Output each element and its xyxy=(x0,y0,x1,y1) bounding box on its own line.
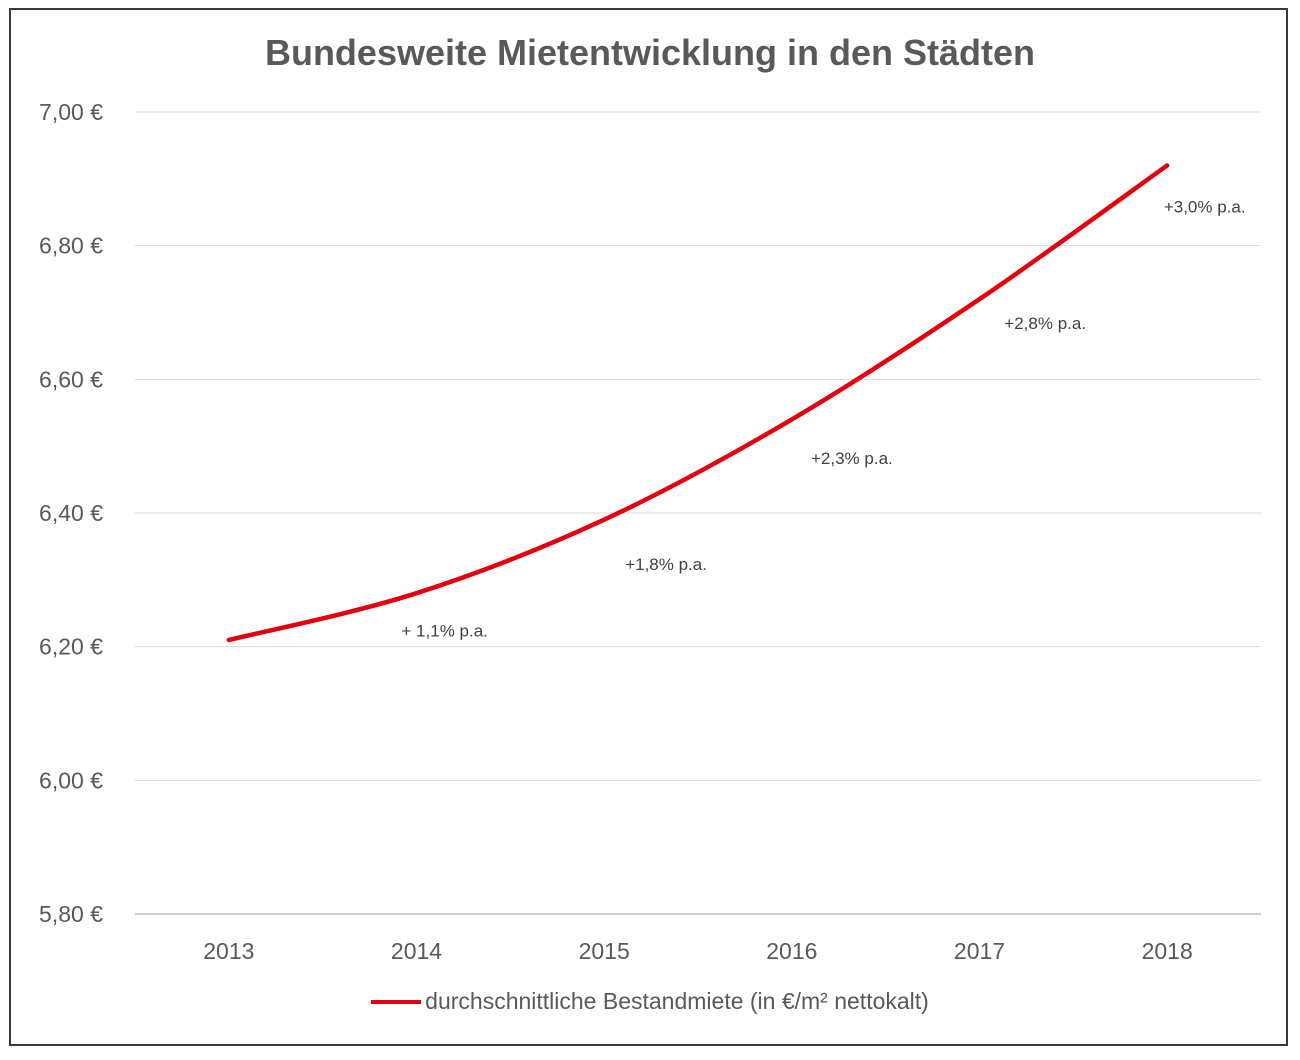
y-tick-label: 7,00 € xyxy=(39,99,103,125)
growth-annotation: + 1,1% p.a. xyxy=(401,622,487,641)
y-tick-label: 6,00 € xyxy=(39,767,103,793)
y-tick-label: 5,80 € xyxy=(39,901,103,927)
growth-annotation: +2,8% p.a. xyxy=(1004,314,1086,333)
x-tick-label: 2018 xyxy=(1142,938,1193,964)
chart-frame xyxy=(9,8,1288,1046)
growth-annotation: +1,8% p.a. xyxy=(625,555,707,574)
y-tick-label: 6,80 € xyxy=(39,233,103,259)
y-tick-label: 6,40 € xyxy=(39,500,103,526)
x-tick-label: 2014 xyxy=(391,938,442,964)
y-tick-label: 6,60 € xyxy=(39,366,103,392)
x-tick-label: 2016 xyxy=(766,938,817,964)
y-axis-tick-labels: 5,80 € 6,00 € 6,20 € 6,40 € 6,60 € 6,80 € 7,00… xyxy=(39,99,103,927)
gridlines xyxy=(135,111,1261,915)
growth-annotation: +3,0% p.a. xyxy=(1164,197,1246,216)
y-tick-label: 6,20 € xyxy=(39,634,103,660)
series-line xyxy=(226,163,1170,643)
chart-title: Bundesweite Mietentwicklung in den Städt… xyxy=(264,32,1036,73)
growth-annotation: +2,3% p.a. xyxy=(811,449,893,468)
x-tick-label: 2015 xyxy=(579,938,630,964)
x-axis-tick-labels: 2013 2014 2015 2016 2017 2018 xyxy=(203,938,1193,964)
annotations: + 1,1% p.a. +1,8% p.a. +2,3% p.a. +2,8% p.a… xyxy=(401,197,1245,640)
x-tick-label: 2013 xyxy=(203,938,254,964)
legend-label: durchschnittliche Bestandmiete (in €/m² … xyxy=(425,988,929,1014)
series-lines xyxy=(226,163,1170,643)
x-tick-label: 2017 xyxy=(954,938,1005,964)
legend-swatch xyxy=(371,999,422,1004)
legend: durchschnittliche Bestandmiete (in €/m² … xyxy=(0,988,1300,1015)
